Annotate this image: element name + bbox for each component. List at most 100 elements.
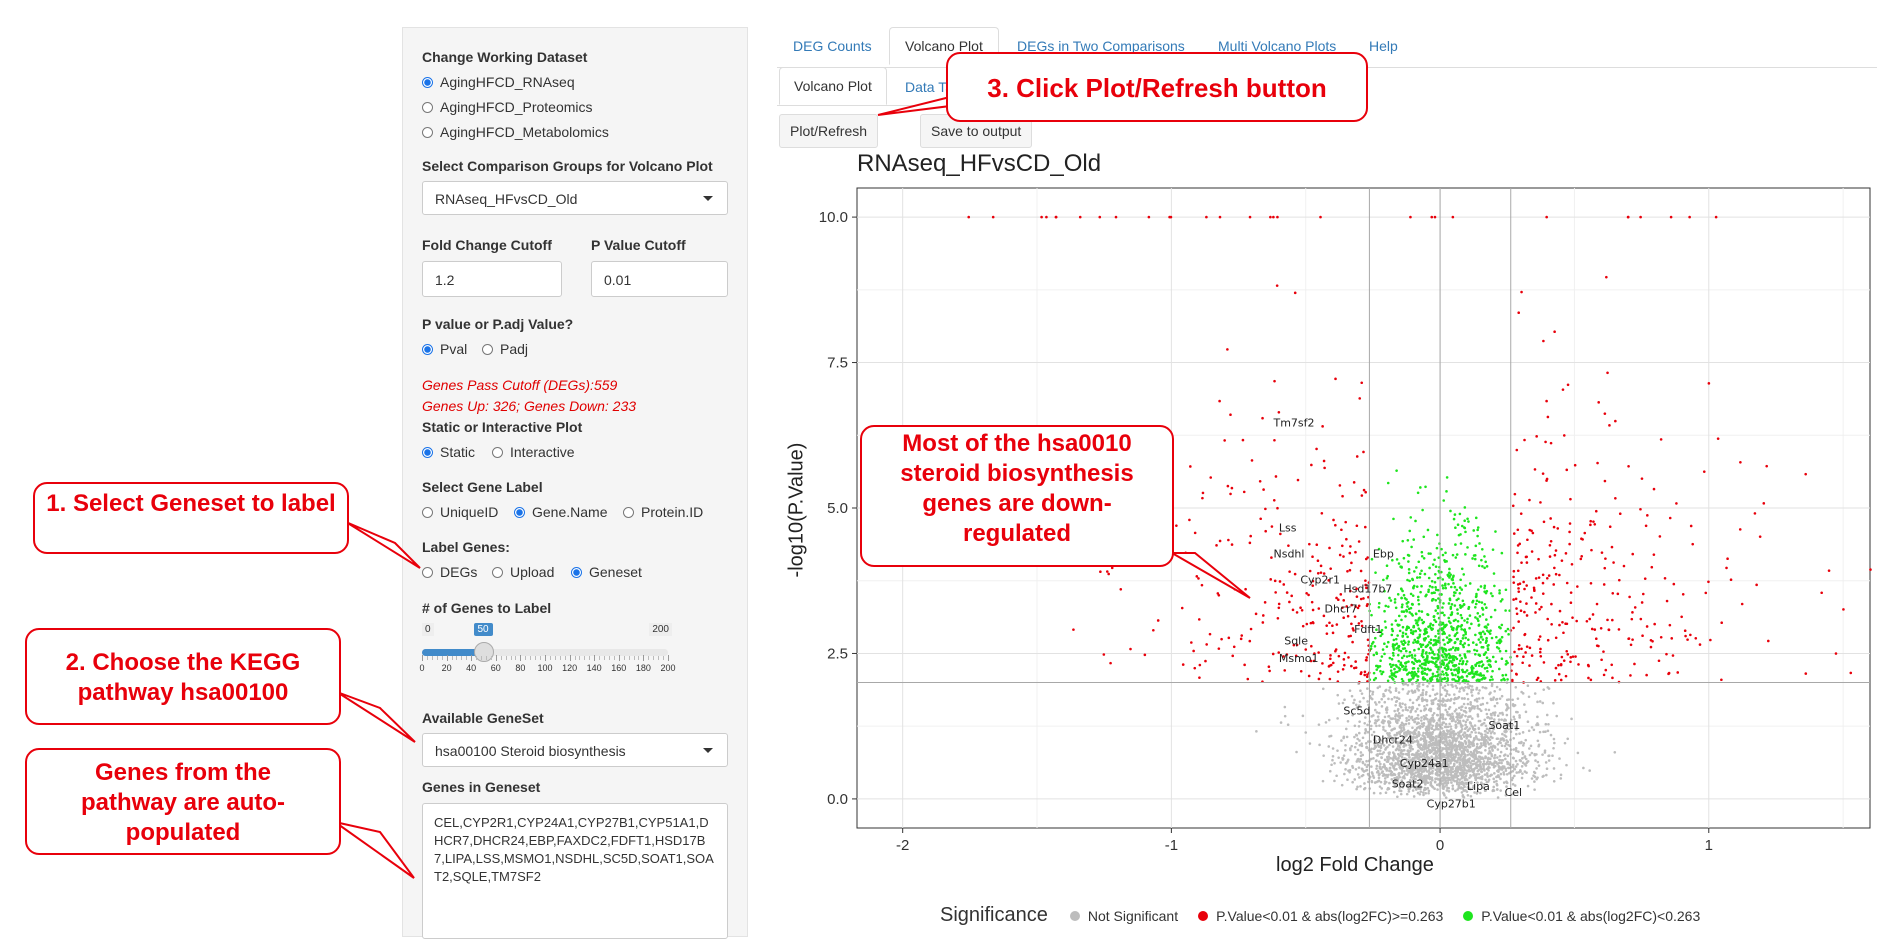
- callout-choose-kegg: 2. Choose the KEGG pathway hsa00100: [25, 628, 341, 725]
- fc-cutoff-input[interactable]: 1.2: [422, 261, 562, 297]
- slider-handle[interactable]: [473, 642, 494, 662]
- data-point: [1270, 525, 1274, 528]
- geneset-select[interactable]: hsa00100 Steroid biosynthesis: [422, 733, 728, 767]
- data-point: [1350, 744, 1353, 748]
- data-point: [1519, 759, 1523, 763]
- data-point: [1689, 524, 1693, 528]
- data-point: [1464, 686, 1467, 689]
- data-point: [1493, 718, 1496, 721]
- data-point: [1431, 766, 1435, 770]
- data-point: [1385, 768, 1389, 771]
- data-point: [1375, 764, 1379, 768]
- data-point: [1342, 658, 1346, 661]
- genes-in-geneset-textarea[interactable]: CEL,CYP2R1,CYP24A1,CYP27B1,CYP51A1,DHCR7…: [422, 803, 728, 939]
- data-point: [1412, 641, 1415, 644]
- data-point: [1386, 775, 1389, 779]
- data-point: [1451, 765, 1454, 769]
- data-point: [1464, 720, 1468, 724]
- data-point: [1517, 590, 1521, 593]
- p-cutoff-input[interactable]: 0.01: [591, 261, 728, 297]
- data-point: [1269, 578, 1273, 581]
- dataset-radio-rnaseq[interactable]: AgingHFCD_RNAseq: [422, 74, 575, 90]
- data-point: [1469, 769, 1472, 773]
- data-point: [1396, 721, 1399, 725]
- comparison-select[interactable]: RNAseq_HFvsCD_Old: [422, 181, 728, 215]
- data-point: [1417, 609, 1421, 613]
- data-point: [1849, 671, 1853, 675]
- radio-selected-icon: [571, 566, 582, 578]
- data-point: [1270, 556, 1273, 559]
- data-point: [1492, 785, 1496, 789]
- data-point: [1386, 679, 1390, 683]
- data-point: [1500, 768, 1504, 771]
- data-point: [1390, 627, 1394, 631]
- data-point: [1200, 583, 1204, 587]
- tab-multi-volcano[interactable]: Multi Volcano Plots: [1218, 38, 1337, 54]
- subtab-volcano-plot[interactable]: Volcano Plot: [779, 67, 887, 105]
- data-point: [1409, 749, 1412, 753]
- tab-degs-two-comparisons[interactable]: DEGs in Two Comparisons: [1017, 38, 1185, 54]
- data-point: [1354, 767, 1358, 771]
- geneset-radio[interactable]: Geneset: [571, 564, 642, 580]
- data-point: [1517, 750, 1520, 754]
- data-point: [1476, 704, 1479, 708]
- genename-radio[interactable]: Gene.Name: [514, 504, 607, 520]
- data-point: [1395, 647, 1398, 650]
- dataset-radio-proteomics[interactable]: AgingHFCD_Proteomics: [422, 99, 593, 115]
- data-point: [1477, 664, 1481, 668]
- data-point: [1356, 606, 1360, 610]
- data-point: [1433, 763, 1436, 767]
- slider-minor-tick: [613, 656, 615, 660]
- degs-radio[interactable]: DEGs: [422, 564, 477, 580]
- data-point: [1401, 758, 1404, 762]
- data-point: [1416, 714, 1420, 717]
- data-point: [1611, 676, 1614, 680]
- plot-refresh-button[interactable]: Plot/Refresh: [779, 114, 879, 148]
- padj-radio[interactable]: Padj: [482, 341, 528, 357]
- data-point: [1401, 702, 1404, 705]
- pval-radio[interactable]: Pval: [422, 341, 467, 357]
- slider-minor-tick: [604, 656, 606, 660]
- static-radio[interactable]: Static: [422, 444, 475, 460]
- slider-tick: [545, 655, 546, 661]
- tab-deg-counts[interactable]: DEG Counts: [793, 38, 872, 54]
- data-point: [1441, 686, 1445, 689]
- data-point: [1504, 663, 1508, 666]
- tab-help[interactable]: Help: [1369, 38, 1398, 54]
- data-point: [1421, 655, 1425, 659]
- data-point: [1407, 722, 1411, 725]
- data-point: [1440, 737, 1444, 741]
- data-point: [1410, 761, 1414, 764]
- data-point: [1426, 613, 1430, 617]
- data-point: [1507, 727, 1511, 731]
- data-point: [1462, 603, 1466, 606]
- tab-volcano-plot[interactable]: Volcano Plot: [889, 27, 999, 65]
- data-point: [1430, 702, 1434, 706]
- data-point: [1420, 662, 1424, 666]
- dataset-radio-metabolomics[interactable]: AgingHFCD_Metabolomics: [422, 124, 609, 140]
- data-point: [1315, 543, 1319, 547]
- data-point: [1404, 731, 1408, 734]
- data-point: [1405, 655, 1409, 658]
- data-point: [1380, 632, 1384, 636]
- data-point: [1394, 703, 1397, 707]
- data-point: [1483, 632, 1487, 636]
- data-point: [1217, 647, 1221, 650]
- data-point: [1459, 722, 1462, 725]
- data-point: [1482, 721, 1486, 725]
- data-point: [1463, 506, 1467, 509]
- num-genes-slider[interactable]: 0 200 50 0 20 40 60 80 100 120 140 160 180 200: [419, 623, 676, 703]
- data-point: [1530, 596, 1533, 599]
- data-point: [1409, 735, 1413, 739]
- uniqueid-radio[interactable]: UniqueID: [422, 504, 498, 520]
- data-point: [1316, 571, 1320, 575]
- data-point: [1485, 712, 1489, 716]
- data-point: [1229, 492, 1232, 496]
- upload-radio[interactable]: Upload: [492, 564, 554, 580]
- data-point: [1464, 656, 1467, 659]
- data-point: [1758, 535, 1762, 538]
- data-point: [1507, 698, 1511, 701]
- proteinid-radio[interactable]: Protein.ID: [623, 504, 703, 520]
- interactive-radio[interactable]: Interactive: [492, 444, 575, 460]
- data-point: [1511, 782, 1515, 786]
